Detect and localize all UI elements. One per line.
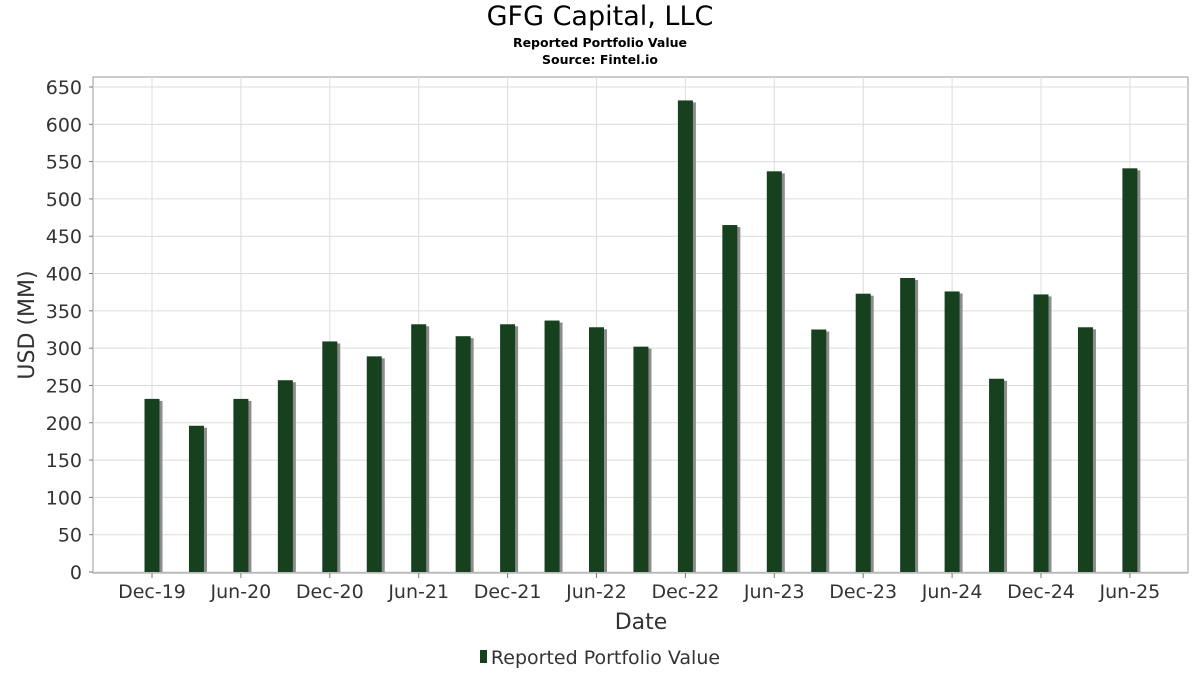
y-tick-label: 0 bbox=[70, 562, 82, 584]
bar bbox=[811, 329, 827, 572]
bar bbox=[1122, 168, 1138, 573]
bar bbox=[855, 293, 871, 572]
bar bbox=[722, 225, 738, 573]
y-tick-label: 400 bbox=[46, 264, 82, 286]
y-tick-label: 650 bbox=[46, 77, 82, 99]
y-tick-label: 450 bbox=[46, 226, 82, 248]
bar bbox=[500, 324, 516, 572]
y-tick-label: 300 bbox=[46, 338, 82, 360]
legend-swatch bbox=[479, 650, 487, 663]
plot-area bbox=[92, 76, 1189, 574]
x-tick-label: Dec-20 bbox=[296, 581, 364, 603]
x-tick-label: Dec-24 bbox=[1007, 581, 1075, 603]
legend-label: Reported Portfolio Value bbox=[490, 647, 721, 669]
bar bbox=[633, 346, 649, 572]
bar bbox=[455, 336, 471, 572]
x-tick-label: Jun-22 bbox=[565, 581, 627, 603]
bar bbox=[188, 425, 204, 572]
x-tick-label: Jun-23 bbox=[743, 581, 805, 603]
y-tick-label: 150 bbox=[46, 450, 82, 472]
y-tick-label: 350 bbox=[46, 301, 82, 323]
y-tick-label: 200 bbox=[46, 413, 82, 435]
x-tick-label: Dec-22 bbox=[651, 581, 719, 603]
bar bbox=[589, 327, 604, 572]
y-tick-label: 600 bbox=[46, 114, 82, 136]
bar bbox=[366, 356, 382, 572]
legend: Reported Portfolio Value bbox=[0, 647, 1200, 669]
chart-subtitle: Reported Portfolio Value bbox=[512, 35, 688, 50]
y-tick-label: 250 bbox=[46, 375, 82, 397]
y-tick-label: 50 bbox=[58, 525, 82, 547]
bar bbox=[277, 380, 293, 572]
x-tick-label: Dec-23 bbox=[829, 581, 897, 603]
y-tick-label: 550 bbox=[46, 152, 82, 174]
bar bbox=[544, 320, 560, 572]
bar bbox=[322, 341, 338, 572]
y-tick-label: 100 bbox=[46, 487, 82, 509]
bar bbox=[1033, 294, 1049, 572]
y-axis-title: USD (MM) bbox=[15, 270, 40, 379]
chart-source: Source: Fintel.io bbox=[542, 52, 658, 67]
bar bbox=[900, 278, 916, 572]
x-tick-label: Jun-21 bbox=[387, 581, 449, 603]
x-tick-label: Jun-25 bbox=[1099, 581, 1161, 603]
bar-chart: 0 50 100 150 200 250 300 350 400 450 500 550 600 650 D… bbox=[15, 76, 1189, 635]
chart-title: GFG Capital, LLC bbox=[486, 1, 714, 32]
bar bbox=[677, 100, 693, 572]
x-tick-label: Dec-19 bbox=[118, 581, 186, 603]
bar bbox=[1077, 327, 1093, 572]
bar bbox=[233, 398, 249, 572]
bar bbox=[766, 171, 782, 573]
bar bbox=[411, 324, 427, 572]
x-axis-title: Date bbox=[615, 610, 668, 635]
x-tick-label: Dec-21 bbox=[474, 581, 542, 603]
x-tick-label: Jun-24 bbox=[921, 581, 983, 603]
x-tick-label: Jun-20 bbox=[210, 581, 272, 603]
bar bbox=[144, 398, 160, 572]
bar bbox=[989, 378, 1005, 572]
y-tick-label: 500 bbox=[46, 189, 82, 211]
bar bbox=[944, 291, 960, 572]
